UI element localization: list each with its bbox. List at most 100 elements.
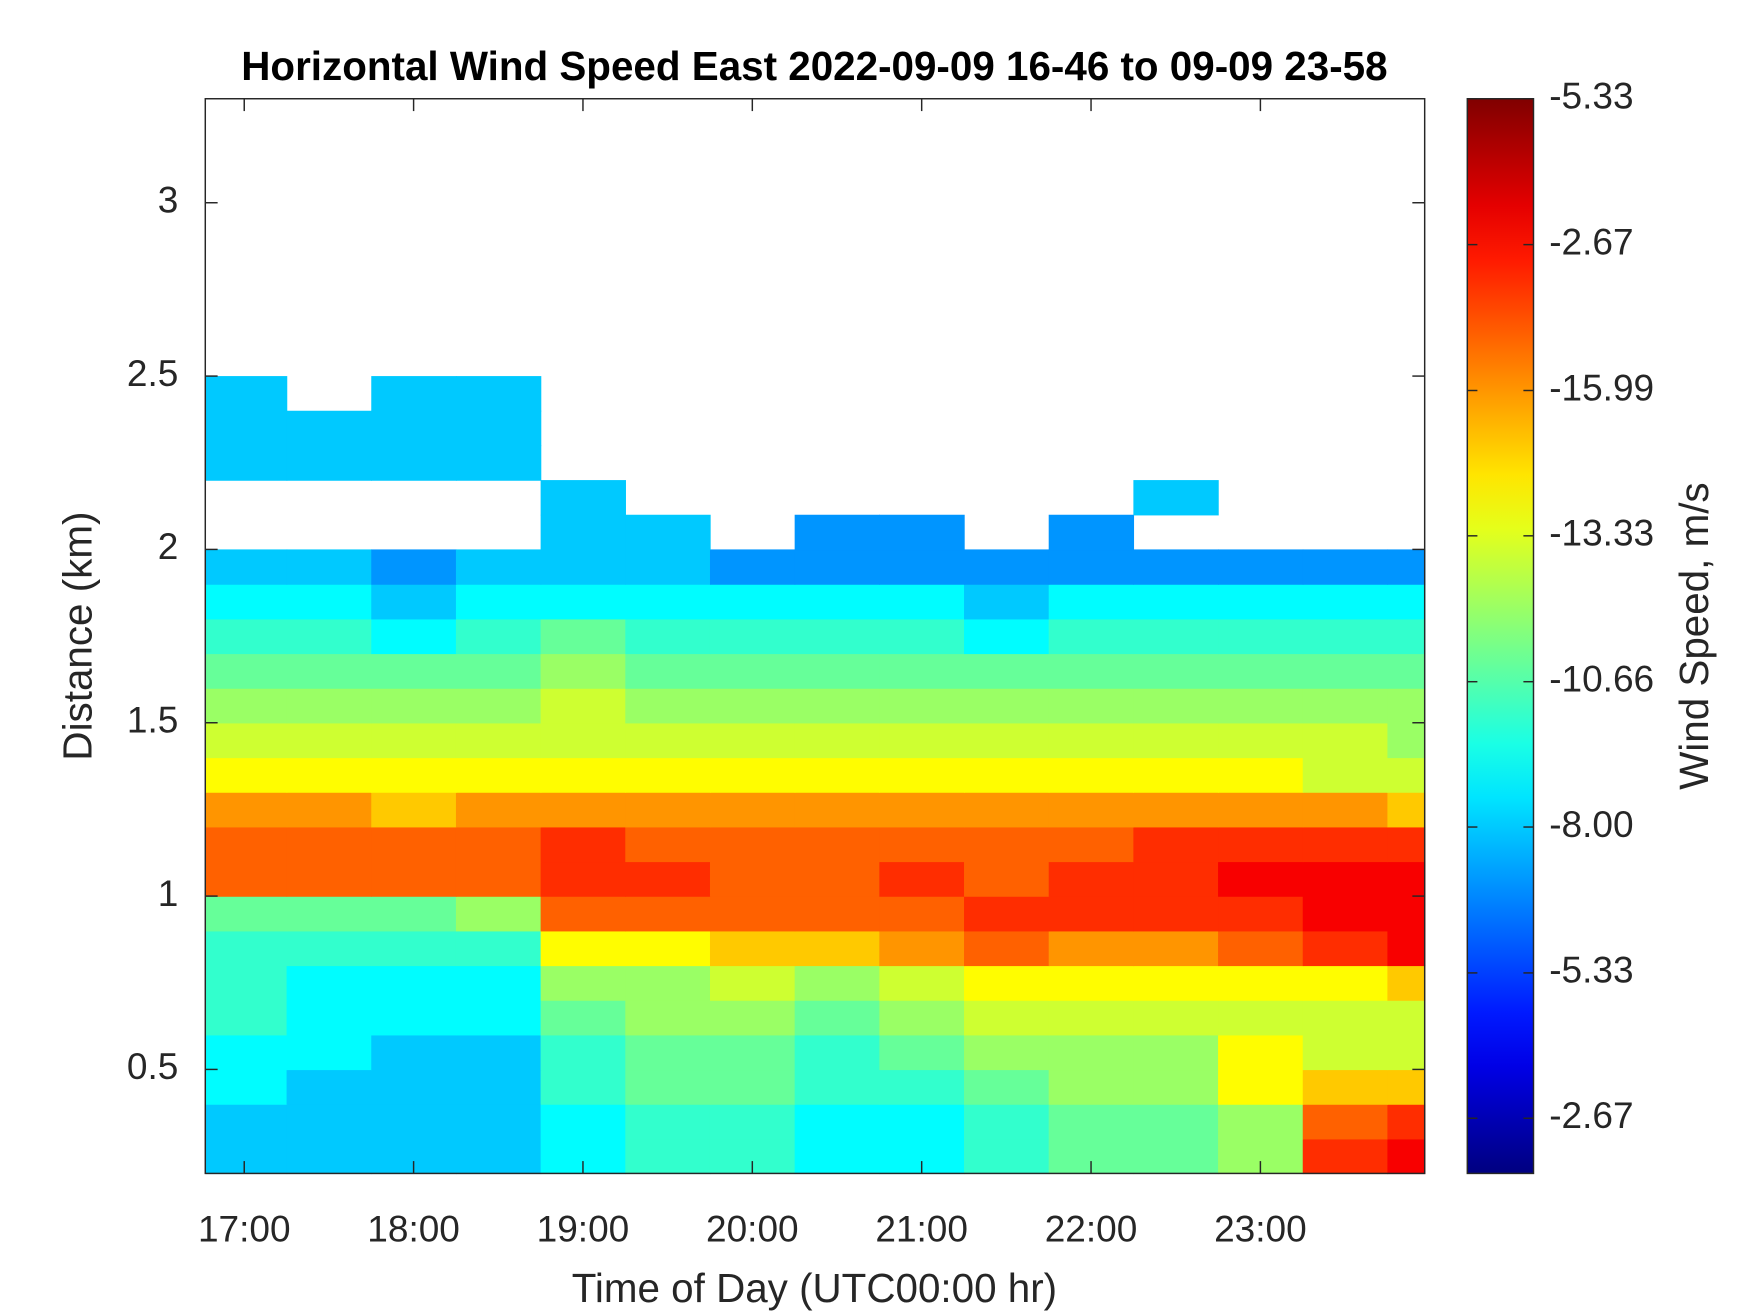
heat-cell [205,549,288,585]
heat-cell [964,584,1050,620]
heat-cell [1387,792,1426,828]
heat-cell [964,618,1050,655]
heat-cell [794,1000,881,1036]
heat-cell [794,584,881,620]
heat-cell [1387,618,1426,655]
heat-cell [1218,1069,1304,1105]
heat-cell [1218,965,1304,1001]
heat-cell [1218,896,1304,932]
heat-cell [879,618,965,655]
heat-cell [1218,861,1304,897]
heat-cell [286,1104,372,1140]
heat-cell [964,826,1050,863]
heat-cell [794,1034,881,1071]
heat-cell [455,722,542,759]
heat-cell [540,688,626,724]
heat-cell [455,376,542,412]
heat-cell [540,1069,626,1105]
heat-cell [1133,584,1219,620]
heat-cell [709,930,796,967]
heat-cell [1387,861,1426,897]
heat-cell [455,757,542,793]
heat-cell [286,410,372,447]
heat-cell [371,1104,457,1140]
heat-cell [205,1069,288,1105]
heat-cell [540,618,626,655]
heat-cell [1302,826,1389,863]
x-tick-label: 21:00 [875,1208,968,1250]
colorbar-tick-label: -5.33 [1549,75,1633,117]
heat-cell [1133,480,1219,516]
heat-cell [1048,896,1135,932]
heat-cell [794,792,881,828]
heat-cell [286,445,372,481]
heatmap [205,376,1426,1175]
heat-cell [879,584,965,620]
y-tick-label: 0.5 [127,1045,178,1087]
heat-cell [964,549,1050,585]
heat-cell [1218,1034,1304,1071]
heat-cell [371,549,457,585]
heat-cell [1218,618,1304,655]
x-axis-label: Time of Day (UTC00:00 hr) [572,1265,1057,1311]
heat-cell [1387,549,1426,585]
heat-cell [286,1000,372,1036]
heat-cell [625,584,711,620]
heat-cell [625,1034,711,1071]
heat-cell [455,549,542,585]
heat-cell [371,757,457,793]
heat-cell [625,1069,711,1105]
heat-cell [1302,896,1389,932]
heat-cell [1302,653,1389,689]
heat-cell [1387,688,1426,724]
heat-cell [1218,688,1304,724]
y-axis-label: Distance (km) [54,512,100,761]
heat-cell [964,965,1050,1001]
heat-cell [1048,861,1135,897]
heat-cell [205,376,288,412]
heat-cell [1387,757,1426,793]
colorbar-tick-label: -13.33 [1549,512,1654,554]
heat-cell [625,618,711,655]
heat-cell [1048,584,1135,620]
heat-cell [540,1034,626,1071]
heat-cell [625,826,711,863]
heat-cell [205,410,288,447]
x-tick-label: 19:00 [537,1208,630,1250]
heat-cell [879,792,965,828]
heat-cell [794,930,881,967]
heat-cell [1133,688,1219,724]
heat-cell [794,653,881,689]
heat-cell [1387,584,1426,620]
heat-cell [371,896,457,932]
heat-cell [205,1034,288,1071]
heat-cell [964,1000,1050,1036]
heat-cell [709,757,796,793]
heat-cell [1048,1104,1135,1140]
heat-cell [794,757,881,793]
heat-cell [540,757,626,793]
heat-cell [1218,826,1304,863]
heat-cell [371,792,457,828]
heat-cell [1218,757,1304,793]
heat-cell [540,1104,626,1140]
heat-cell [540,480,626,516]
heat-cell [1302,1000,1389,1036]
heat-cell [455,410,542,447]
heat-cell [879,1000,965,1036]
heat-cell [709,861,796,897]
heat-cell [205,653,288,689]
heat-cell [1302,1104,1389,1140]
heat-cell [1387,965,1426,1001]
heat-cell [205,1138,288,1175]
heat-cell [371,965,457,1001]
heat-cell [625,896,711,932]
heat-cell [455,1104,542,1140]
heat-cell [964,722,1050,759]
y-tick-label: 2.5 [127,352,178,394]
heat-cell [1302,930,1389,967]
heat-cell [709,1000,796,1036]
heat-cell [540,514,626,551]
heat-cell [455,1000,542,1036]
